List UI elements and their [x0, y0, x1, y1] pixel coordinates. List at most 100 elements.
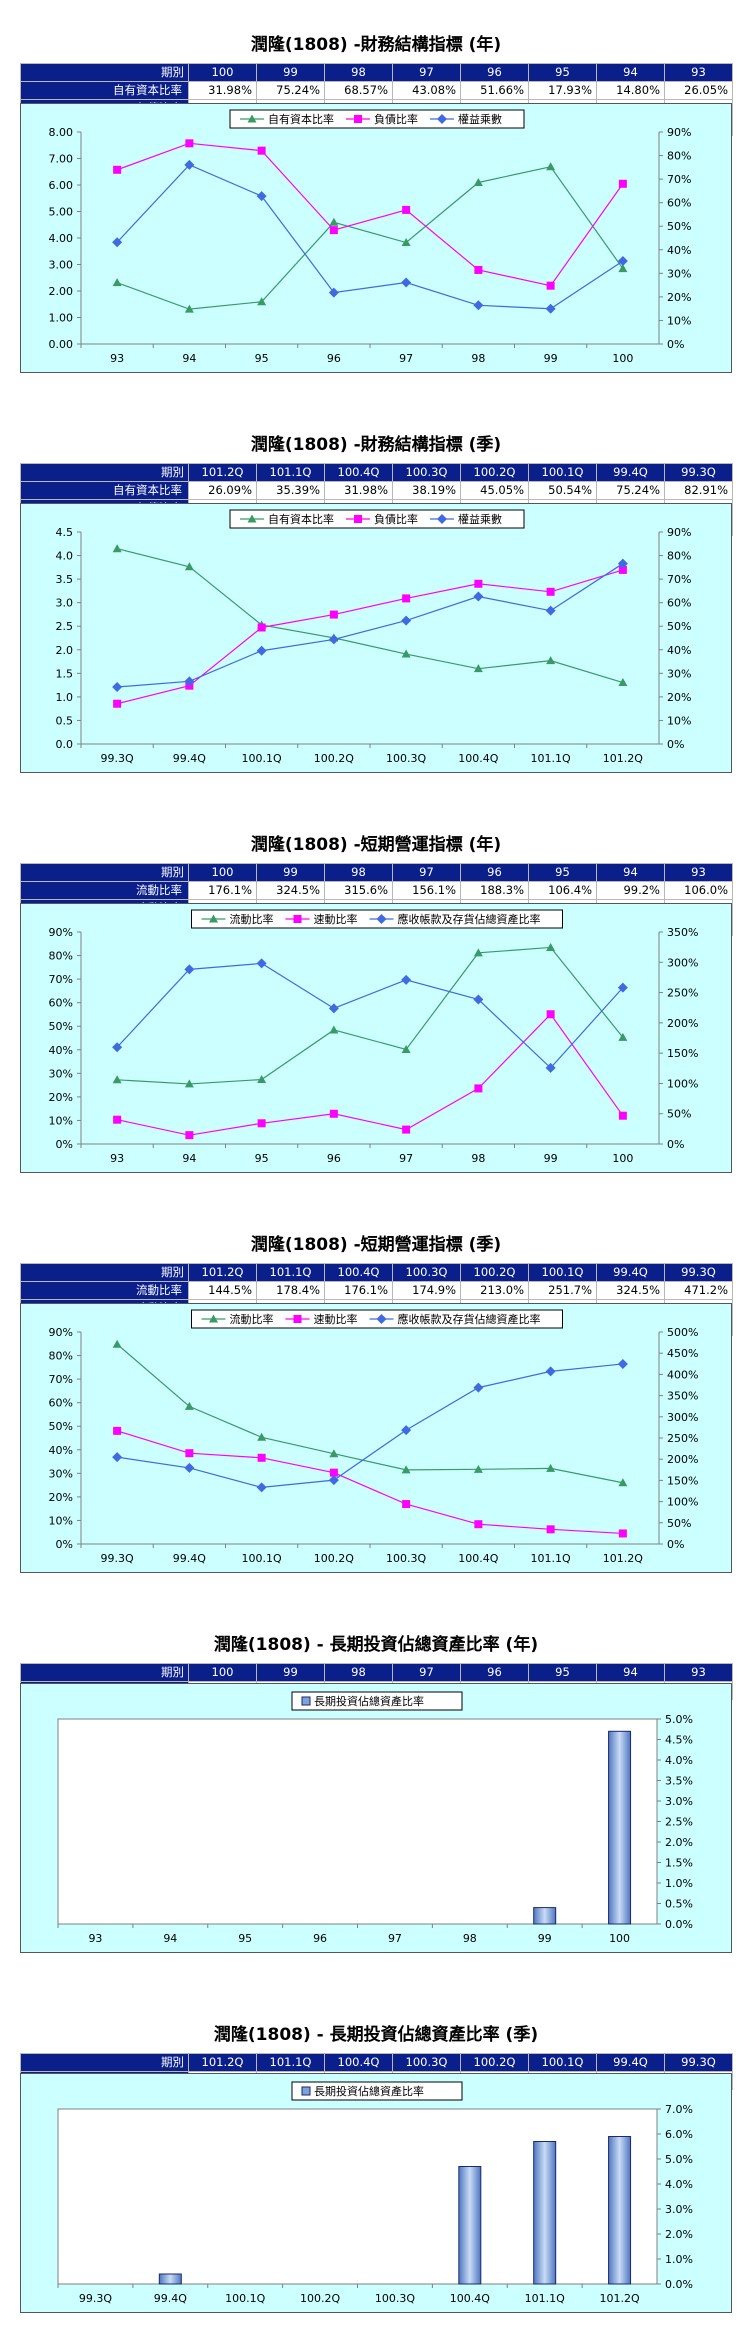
data-point: [402, 1500, 411, 1509]
right-axis-tick-label: 5.0%: [665, 2153, 693, 2166]
right-axis-tick-label: 250%: [667, 987, 698, 1000]
x-axis-tick-label: 101.1Q: [525, 2292, 565, 2305]
data-point: [546, 1463, 556, 1472]
right-axis-tick-label: 50%: [667, 1108, 691, 1121]
chart-panel: 0% 10% 20% 30% 40% 50% 60% 70% 80% 90% 0% 50% 100% 15…: [20, 1303, 732, 1573]
data-point: [184, 964, 195, 975]
x-axis-tick-label: 93: [110, 352, 124, 365]
x-axis-tick-label: 100.4Q: [458, 752, 498, 765]
x-axis-tick-label: 100.3Q: [386, 752, 426, 765]
period-column-header: 94: [596, 63, 665, 82]
report-section: 潤隆(1808) - 長期投資佔總資產比率 (季) 期別 101.2Q 101.1Q 1…: [20, 2020, 733, 2313]
right-axis-tick-label: 450%: [667, 1347, 698, 1360]
table-cell: 75.24%: [596, 481, 665, 500]
table-cell: 50.54%: [528, 481, 597, 500]
right-axis-tick-label: 400%: [667, 1368, 698, 1381]
left-axis-tick-label: 4.0: [56, 550, 74, 563]
left-axis-tick-label: 0.0: [56, 738, 74, 751]
data-point: [256, 645, 267, 656]
data-point: [546, 1010, 555, 1019]
table-header-row: 期別 101.2Q 101.1Q 100.4Q 100.3Q 100.2Q 100.1Q 99…: [20, 1263, 733, 1282]
right-axis-tick-label: 4.5%: [665, 1734, 693, 1747]
data-point: [474, 265, 483, 274]
right-axis-tick-label: 60%: [667, 597, 691, 610]
x-axis-tick-label: 100: [612, 352, 633, 365]
legend-marker: [376, 914, 387, 924]
right-axis-tick-label: 350%: [667, 1390, 698, 1403]
row-label: 自有資本比率: [20, 81, 189, 100]
x-axis-tick-label: 99: [544, 352, 558, 365]
right-axis-tick-label: 500%: [667, 1326, 698, 1339]
data-point: [618, 678, 628, 687]
series-line: [116, 962, 624, 1069]
data-point: [401, 615, 412, 626]
right-axis-tick-label: 300%: [667, 956, 698, 969]
data-point: [329, 1449, 339, 1458]
left-axis-tick-label: 0.5: [56, 714, 74, 727]
table-cell: 26.05%: [664, 81, 733, 100]
x-axis-tick-label: 100.4Q: [458, 1552, 498, 1565]
data-point: [184, 1462, 195, 1473]
x-axis-tick-label: 98: [471, 352, 485, 365]
right-axis-tick-label: 80%: [667, 550, 691, 563]
x-axis-tick-label: 100.4Q: [450, 2292, 490, 2305]
chart-svg: 0.0% 0.5% 1.0% 1.5% 2.0% 2.5% 3.0% 3.5% 4.0% 4.5%…: [57, 1691, 693, 1945]
data-point: [473, 591, 484, 602]
data-bar: [533, 2141, 557, 2285]
x-axis-tick-label: 93: [110, 1152, 124, 1165]
period-column-header: 99.4Q: [596, 2053, 665, 2072]
data-point: [618, 1032, 628, 1041]
period-header: 期別: [20, 63, 189, 82]
right-axis-tick-label: 20%: [667, 691, 691, 704]
plot-area: [57, 2108, 658, 2285]
legend-marker: [437, 514, 447, 524]
right-axis-tick-label: 150%: [667, 1047, 698, 1060]
data-point: [185, 1131, 194, 1140]
legend-marker: [209, 1314, 218, 1323]
data-point: [257, 146, 266, 155]
section-title: 潤隆(1808) -財務結構指標 (季): [250, 435, 502, 455]
period-column-header: 96: [460, 1663, 529, 1682]
x-axis-tick-label: 99.4Q: [173, 1552, 206, 1565]
period-column-header: 100.4Q: [324, 1263, 393, 1282]
data-point: [328, 1475, 339, 1486]
legend-label: 速動比率: [314, 912, 358, 926]
period-column-header: 100: [188, 863, 257, 882]
data-point: [401, 1465, 411, 1474]
period-column-header: 100.1Q: [528, 1263, 597, 1282]
table-cell: 14.80%: [596, 81, 665, 100]
legend-marker: [437, 114, 447, 124]
legend-box: [229, 109, 525, 129]
period-column-header: 99.3Q: [664, 2053, 733, 2072]
x-axis-tick-label: 99: [538, 1932, 552, 1945]
x-axis-tick-label: 100.1Q: [225, 2292, 265, 2305]
data-bar: [533, 1907, 557, 1925]
data-point: [546, 656, 556, 665]
x-axis-tick-label: 100.2Q: [300, 2292, 340, 2305]
period-column-header: 98: [324, 1663, 393, 1682]
period-column-header: 100.3Q: [392, 463, 461, 482]
legend-label: 流動比率: [230, 912, 274, 926]
table-cell: 324.5%: [256, 881, 325, 900]
table-cell: 106.4%: [528, 881, 597, 900]
data-point: [257, 1119, 266, 1128]
right-axis-tick-label: 6.0%: [665, 2128, 693, 2141]
left-axis-tick-label: 3.5: [56, 573, 74, 586]
right-axis-tick-label: 1.0%: [665, 2253, 693, 2266]
table-row: 流動比率 176.1% 324.5% 315.6% 156.1% 188.3% 106.4%…: [20, 881, 733, 900]
table-cell: 38.19%: [392, 481, 461, 500]
table-cell: 315.6%: [324, 881, 393, 900]
x-axis-tick-label: 100.3Q: [375, 2292, 415, 2305]
left-axis-tick-label: 20%: [49, 1491, 73, 1504]
left-axis-tick-label: 10%: [49, 1514, 73, 1527]
row-label: 流動比率: [20, 1281, 189, 1300]
x-axis-tick-label: 99.4Q: [154, 2292, 187, 2305]
left-axis-tick-label: 60%: [49, 997, 73, 1010]
x-axis-tick-label: 99.3Q: [101, 1552, 134, 1565]
table-header-row: 期別 101.2Q 101.1Q 100.4Q 100.3Q 100.2Q 100.1Q 99…: [20, 463, 733, 482]
period-column-header: 100: [188, 63, 257, 82]
table-cell: 178.4%: [256, 1281, 325, 1300]
left-axis-tick-label: 2.5: [56, 620, 74, 633]
period-column-header: 101.1Q: [256, 1263, 325, 1282]
right-axis-tick-label: 0.5%: [665, 1898, 693, 1911]
